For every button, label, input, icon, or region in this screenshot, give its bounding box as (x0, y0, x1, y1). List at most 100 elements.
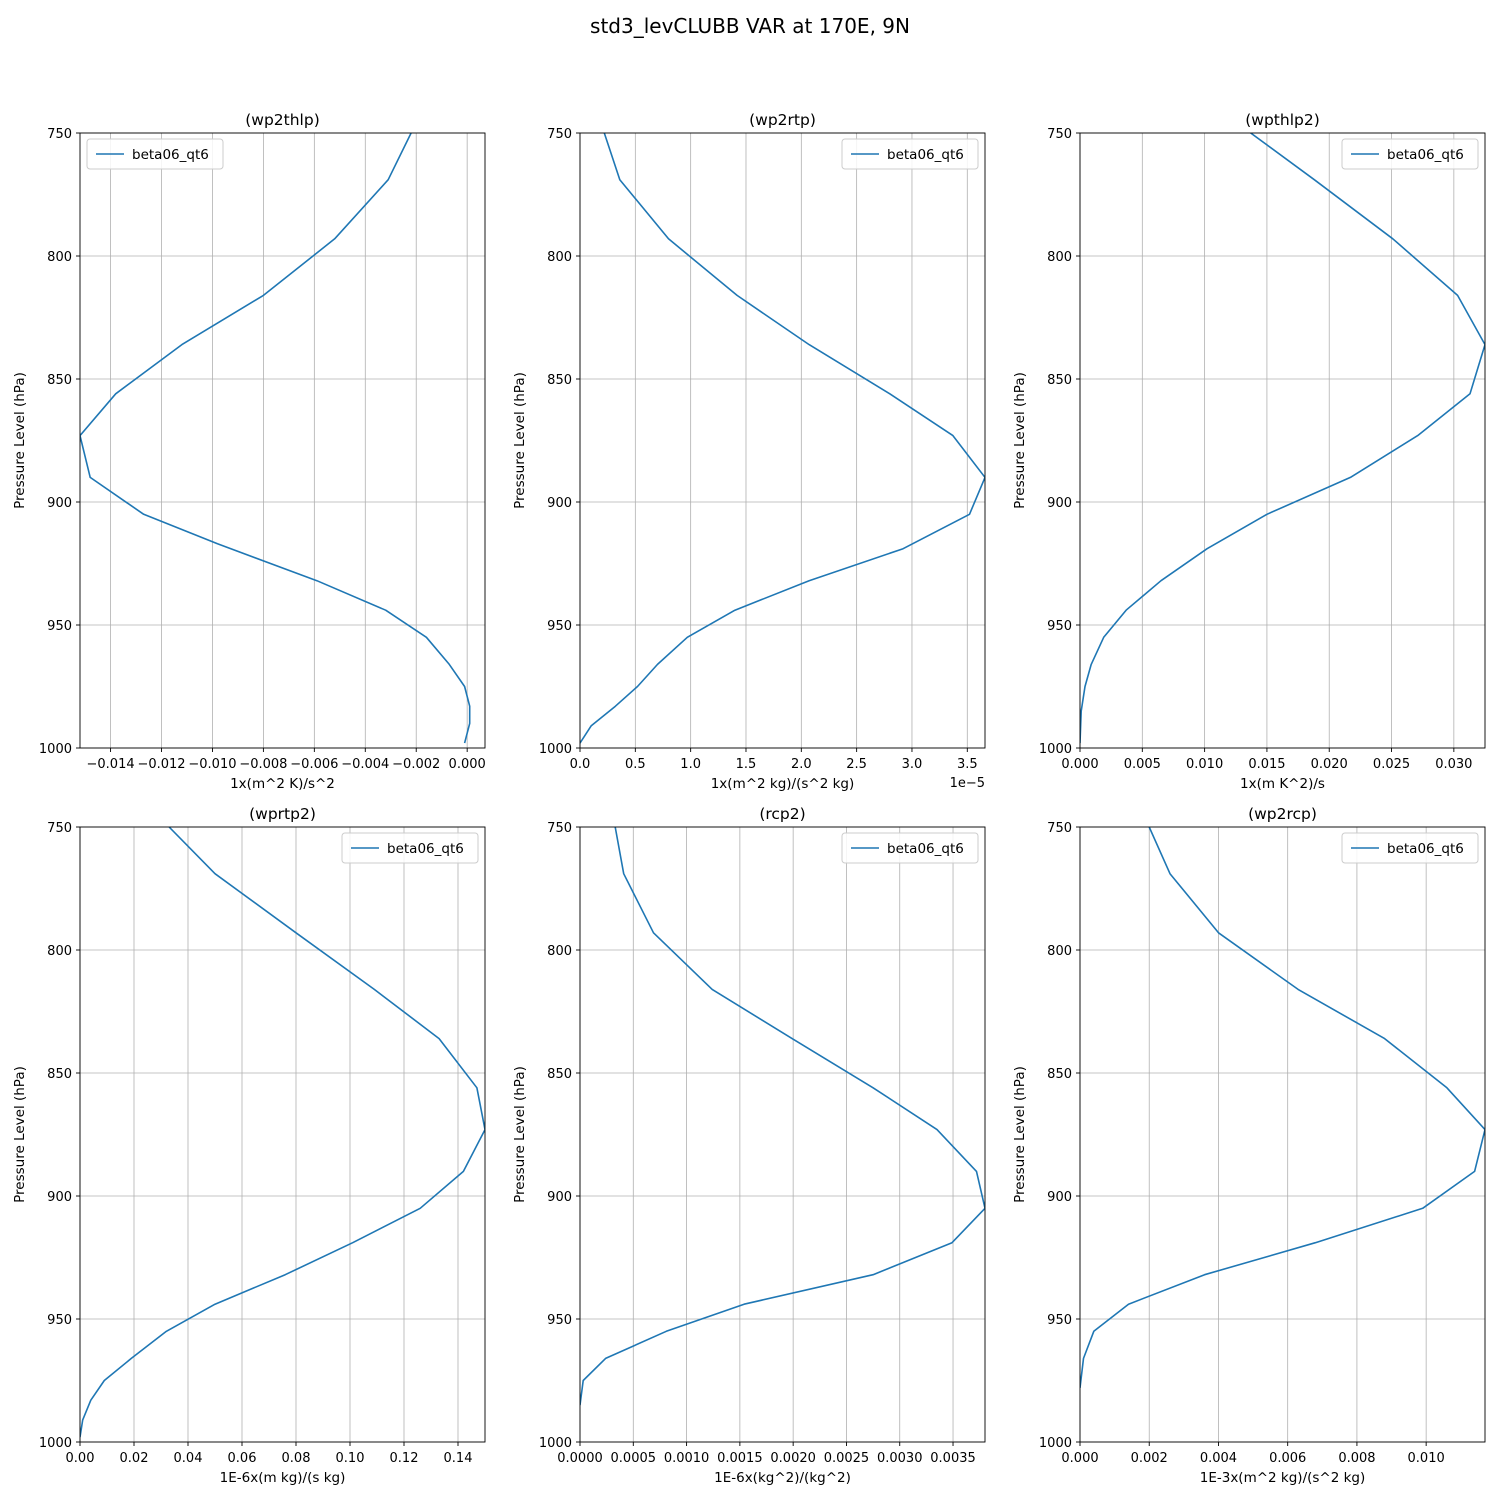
x-tick-label: 0.0 (570, 757, 591, 772)
y-tick-label: 950 (47, 619, 72, 634)
subplot-title: (wp2thlp) (245, 111, 320, 129)
legend-box (86, 138, 224, 170)
y-tick-label: 850 (1047, 1067, 1072, 1082)
x-tick-label: 0.000 (449, 757, 486, 772)
y-tick-label: 950 (547, 1313, 572, 1328)
x-tick-label: −0.004 (341, 757, 389, 772)
y-tick-label: 750 (547, 821, 572, 836)
x-tick-label: 0.0000 (557, 1451, 603, 1466)
x-tick-label: 0.020 (1311, 757, 1348, 772)
y-tick-label: 800 (47, 250, 72, 265)
subplot-title: (rcp2) (759, 805, 805, 823)
y-tick-label: 800 (1047, 250, 1072, 265)
x-tick-label: 0.5 (625, 757, 646, 772)
y-tick-label: 950 (47, 1313, 72, 1328)
x-tick-label: 0.008 (1338, 1451, 1375, 1466)
subplot-title: (wp2rtp) (749, 111, 816, 129)
legend-box (841, 832, 979, 864)
x-tick-label: −0.012 (137, 757, 185, 772)
axes-frame (579, 826, 986, 1443)
y-tick-label: 950 (1047, 619, 1072, 634)
x-tick-label: 0.010 (1408, 1451, 1445, 1466)
y-tick-label: 850 (47, 373, 72, 388)
x-tick-label: −0.002 (392, 757, 440, 772)
x-tick-label: 0.0030 (877, 1451, 923, 1466)
y-axis-label: Pressure Level (hPa) (1012, 372, 1028, 509)
y-tick-label: 900 (1047, 1190, 1072, 1205)
series-line (80, 133, 471, 744)
x-tick-label: 0.0005 (611, 1451, 657, 1466)
legend: beta06_qt6 (341, 832, 479, 864)
y-tick-label: 1000 (39, 742, 72, 757)
y-tick-label: 900 (47, 496, 72, 511)
legend-box (1341, 832, 1479, 864)
y-axis-label: Pressure Level (hPa) (512, 372, 528, 509)
subplot-title: (wpthlp2) (1245, 111, 1320, 129)
y-tick-label: 1000 (39, 1436, 72, 1451)
subplot-2: 0.0 0.5 1.0 1.5 2.0 2.5 3.0 3.5 750 800 850 900 950 1… (512, 111, 986, 792)
legend: beta06_qt6 (1341, 832, 1479, 864)
x-tick-label: 2.0 (791, 757, 812, 772)
y-tick-label: 900 (547, 496, 572, 511)
x-tick-label: 0.010 (1186, 757, 1223, 772)
x-tick-label: 0.0035 (930, 1451, 976, 1466)
subplot-6: 0.000 0.002 0.004 0.006 0.008 0.010 750 800 850 9… (1012, 805, 1486, 1486)
y-axis-label: Pressure Level (hPa) (512, 1066, 528, 1203)
x-axis-label: 1x(m K^2)/s (1240, 776, 1325, 792)
legend-label: beta06_qt6 (387, 841, 464, 857)
legend-label: beta06_qt6 (887, 841, 964, 857)
y-axis-label: Pressure Level (hPa) (1012, 1066, 1028, 1203)
legend-box (341, 832, 479, 864)
subplot-1: −0.014 −0.012 −0.010 −0.008 −0.006 −0.004 −0.0… (12, 111, 486, 792)
subplot-5: 0.0000 0.0005 0.0010 0.0015 0.0020 0.0025 0.00… (512, 805, 986, 1486)
x-axis-label: 1E-6x(m kg)/(s kg) (220, 1470, 346, 1486)
y-tick-label: 750 (47, 821, 72, 836)
x-tick-label: 0.10 (336, 1451, 365, 1466)
x-axis-label: 1x(m^2 K)/s^2 (230, 776, 335, 792)
subplot-title: (wprtp2) (249, 805, 316, 823)
x-tick-label: 0.00 (66, 1451, 95, 1466)
y-tick-label: 950 (1047, 1313, 1072, 1328)
axes-frame (79, 132, 486, 749)
x-tick-label: 2.5 (846, 757, 867, 772)
legend-box (1341, 138, 1479, 170)
legend: beta06_qt6 (86, 138, 224, 170)
x-tick-label: 0.08 (282, 1451, 311, 1466)
legend-box (841, 138, 979, 170)
y-tick-label: 850 (1047, 373, 1072, 388)
y-tick-label: 750 (547, 127, 572, 142)
series-line (1080, 827, 1485, 1388)
x-tick-label: 0.015 (1248, 757, 1285, 772)
x-tick-label: 0.0020 (770, 1451, 816, 1466)
y-tick-label: 750 (1047, 821, 1072, 836)
y-tick-label: 1000 (539, 742, 572, 757)
x-tick-label: 0.06 (228, 1451, 257, 1466)
figure-title: std3_levCLUBB VAR at 170E, 9N (590, 14, 910, 38)
x-tick-label: 0.12 (390, 1451, 419, 1466)
y-tick-label: 1000 (1039, 1436, 1072, 1451)
series-line (1080, 133, 1485, 744)
y-tick-label: 800 (547, 944, 572, 959)
axes-frame (1079, 132, 1486, 749)
x-axis-label: 1E-3x(m^2 kg)/(s^2 kg) (1200, 1470, 1366, 1486)
x-tick-label: 3.0 (902, 757, 923, 772)
y-tick-label: 850 (547, 373, 572, 388)
axes-frame (79, 826, 486, 1443)
x-tick-label: 1.5 (736, 757, 757, 772)
y-axis-label: Pressure Level (hPa) (12, 372, 28, 509)
x-tick-label: 0.002 (1131, 1451, 1168, 1466)
x-tick-label: 0.000 (1061, 757, 1098, 772)
x-tick-label: 0.14 (444, 1451, 473, 1466)
x-tick-label: 0.004 (1200, 1451, 1237, 1466)
y-tick-label: 1000 (539, 1436, 572, 1451)
legend: beta06_qt6 (1341, 138, 1479, 170)
y-tick-label: 750 (1047, 127, 1072, 142)
x-tick-label: −0.008 (239, 757, 287, 772)
x-tick-label: 0.0010 (664, 1451, 710, 1466)
x-tick-label: 0.006 (1269, 1451, 1306, 1466)
y-tick-label: 900 (1047, 496, 1072, 511)
axes-frame (1079, 826, 1486, 1443)
y-tick-label: 850 (47, 1067, 72, 1082)
x-axis-label: 1x(m^2 kg)/(s^2 kg) (711, 776, 855, 792)
